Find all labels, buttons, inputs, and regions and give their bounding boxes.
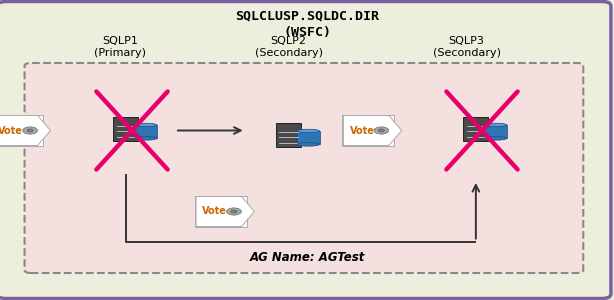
FancyBboxPatch shape [342,115,394,146]
Ellipse shape [484,136,507,140]
Polygon shape [343,116,402,146]
Text: SQLCLUSP.SQLDC.DIR
(WSFC): SQLCLUSP.SQLDC.DIR (WSFC) [235,9,379,39]
Circle shape [374,127,389,134]
Text: Vote: Vote [202,206,227,217]
Ellipse shape [484,123,507,127]
Polygon shape [0,116,50,146]
FancyBboxPatch shape [113,117,139,142]
FancyBboxPatch shape [25,63,583,273]
Text: AG Name: AGTest: AG Name: AGTest [249,251,365,264]
FancyBboxPatch shape [276,123,301,148]
FancyBboxPatch shape [195,196,247,227]
Circle shape [227,208,241,215]
Ellipse shape [134,136,157,140]
Circle shape [231,210,237,213]
Text: SQLP3
(Secondary): SQLP3 (Secondary) [433,36,500,58]
FancyBboxPatch shape [134,125,157,138]
FancyBboxPatch shape [0,115,43,146]
Ellipse shape [134,123,157,127]
Text: SQLP2
(Secondary): SQLP2 (Secondary) [255,36,322,58]
Ellipse shape [297,142,319,146]
FancyBboxPatch shape [464,117,489,142]
Circle shape [23,127,37,134]
FancyBboxPatch shape [484,125,507,138]
FancyBboxPatch shape [297,131,319,144]
Polygon shape [196,196,254,226]
Text: Vote: Vote [0,125,23,136]
Text: SQLP1
(Primary): SQLP1 (Primary) [94,36,146,58]
Circle shape [378,129,384,132]
Text: Vote: Vote [349,125,375,136]
Ellipse shape [297,129,319,133]
Circle shape [27,129,33,132]
